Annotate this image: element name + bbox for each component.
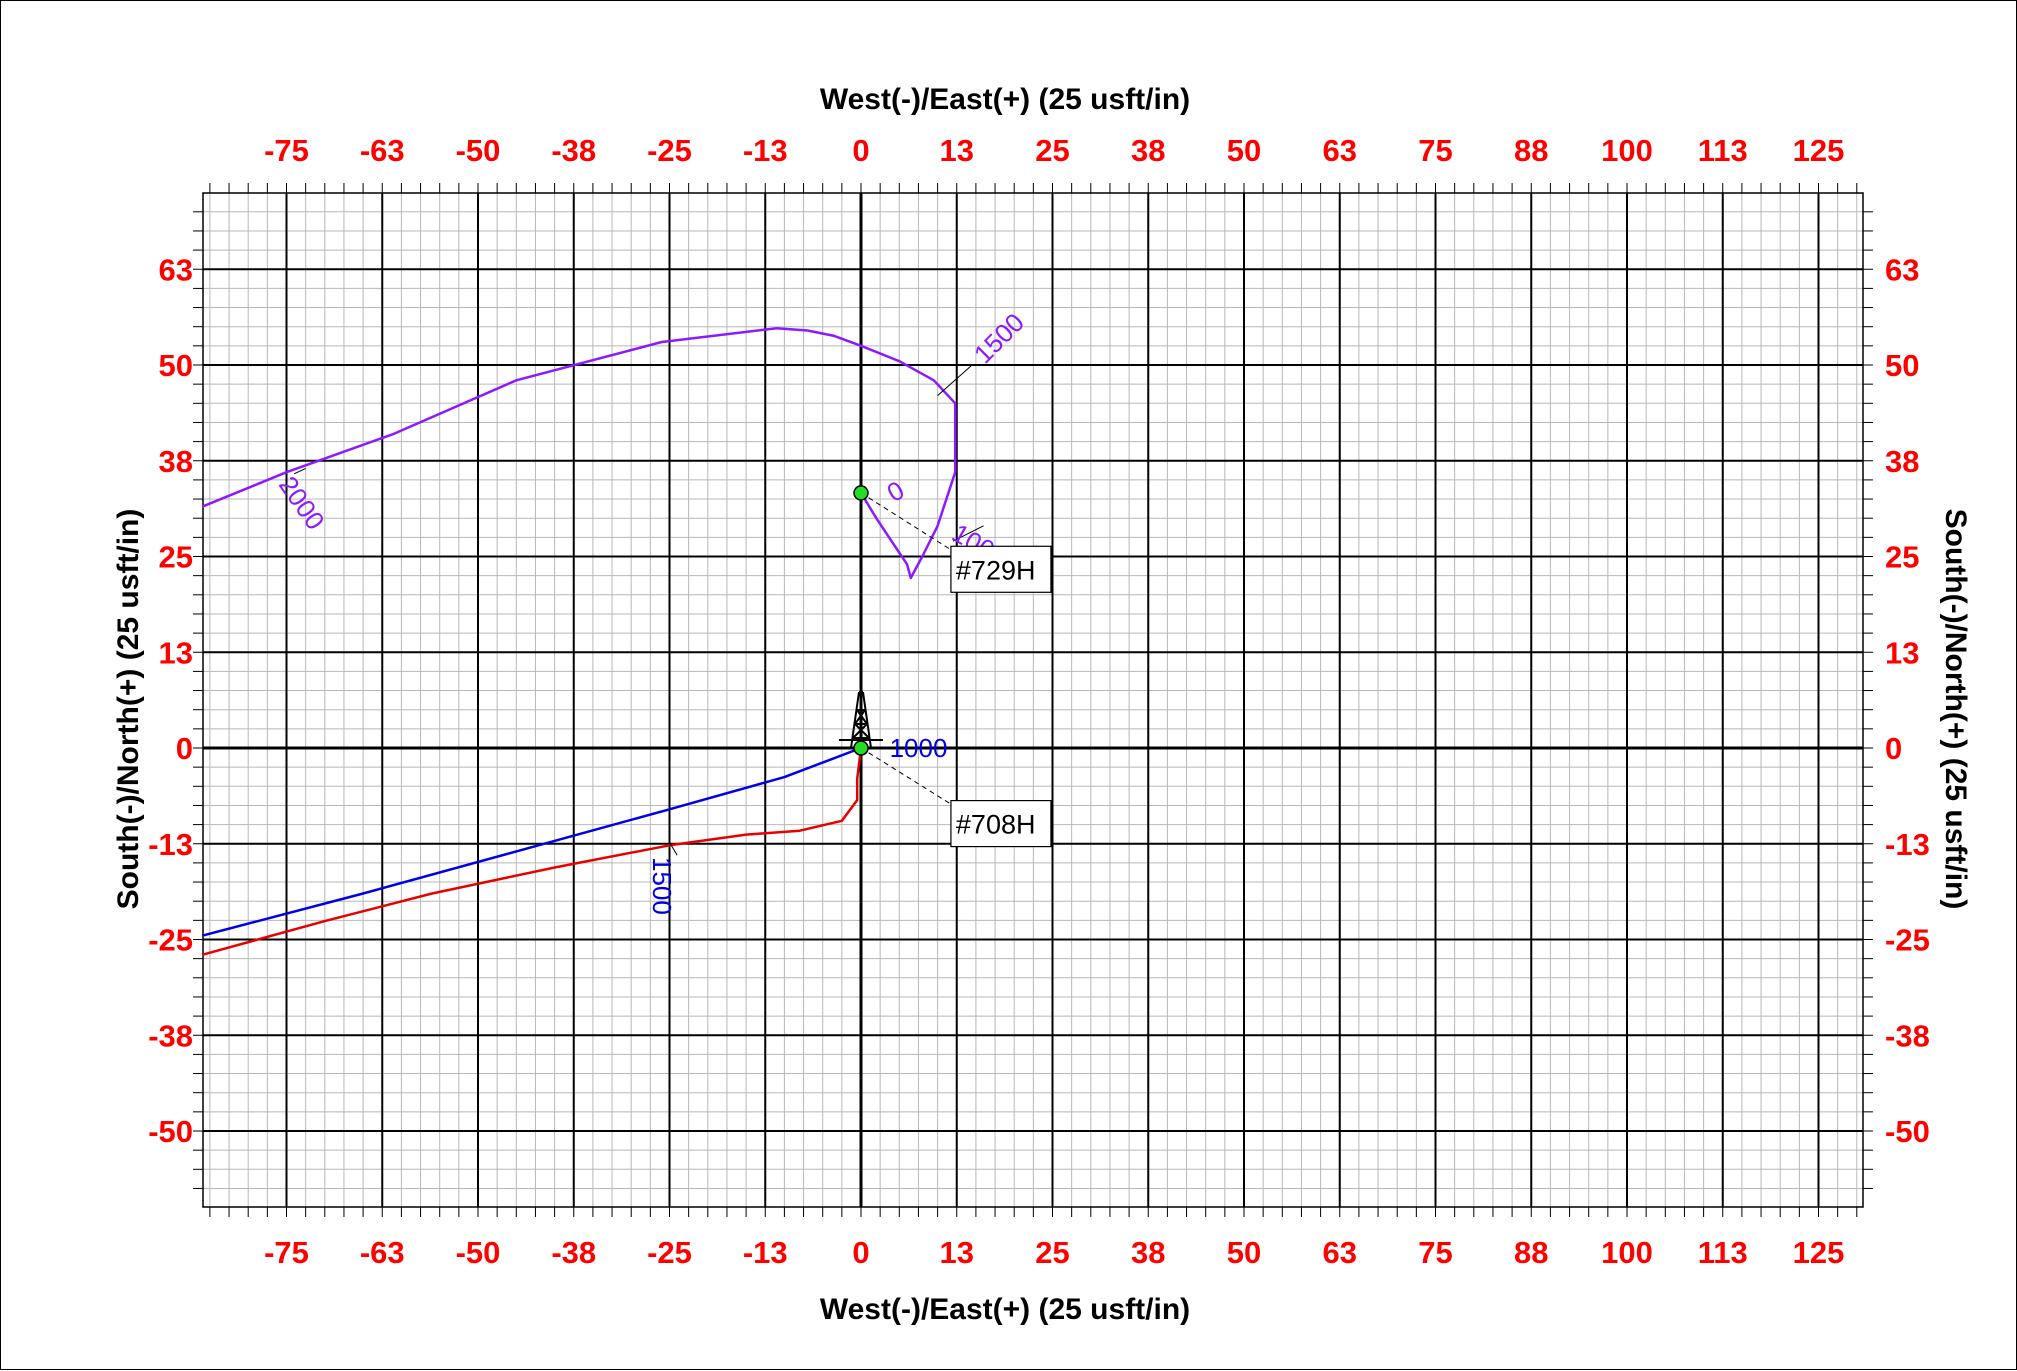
x-tick-label-bottom: 113 <box>1698 1235 1748 1270</box>
series-line-729h <box>201 326 957 580</box>
x-tick-label-bottom: 38 <box>1131 1235 1165 1270</box>
rig-icon-stroke <box>862 691 872 749</box>
well-tag-box <box>950 799 1052 848</box>
x-tick-label-top: -50 <box>456 133 501 168</box>
y-tick-label-left: -38 <box>148 1018 193 1053</box>
frame-ticks <box>193 183 1873 1217</box>
y-tick-label-left: -25 <box>148 923 193 958</box>
y-tick-label-right: 25 <box>1885 540 1919 575</box>
major-grid <box>203 193 1863 1207</box>
x-tick-label-top: 13 <box>940 133 974 168</box>
y-axis-title-left: South(-)/North(+) (25 usft/in) <box>112 509 145 910</box>
rig-icon-stroke <box>854 723 870 739</box>
md-leader-line <box>952 525 984 542</box>
x-tick-label-top: -13 <box>743 133 788 168</box>
md-leader-line <box>937 364 973 397</box>
x-axis-title-bottom: West(-)/East(+) (25 usft/in) <box>820 1293 1190 1326</box>
md-label: 1500 <box>647 857 677 915</box>
series-line-plan <box>201 747 863 957</box>
x-tick-label-bottom: -13 <box>743 1235 788 1270</box>
rig-icon-stroke <box>850 691 860 749</box>
zero-axes <box>203 193 1863 1207</box>
x-tick-label-bottom: 25 <box>1035 1235 1069 1270</box>
x-tick-label-top: 25 <box>1035 133 1069 168</box>
y-tick-label-left: 38 <box>159 444 193 479</box>
x-tick-label-bottom: -25 <box>647 1235 692 1270</box>
y-tick-label-left: 25 <box>159 540 193 575</box>
y-tick-label-left: 63 <box>159 252 193 287</box>
x-tick-label-bottom: 50 <box>1227 1235 1261 1270</box>
x-tick-label-bottom: 13 <box>940 1235 974 1270</box>
series-line-708h <box>201 746 862 937</box>
y-tick-label-right: 63 <box>1885 252 1919 287</box>
rig-icon-stroke <box>856 709 868 725</box>
rig-icon-stroke <box>852 723 868 739</box>
rig-icon <box>839 691 883 749</box>
well-start-marker <box>853 485 869 501</box>
x-tick-label-bottom: 100 <box>1601 1235 1653 1270</box>
x-tick-label-top: 0 <box>852 133 869 168</box>
x-tick-label-bottom: -63 <box>360 1235 405 1270</box>
well-tag-box <box>950 545 1052 593</box>
x-tick-label-top: 125 <box>1793 133 1845 168</box>
y-tick-label-left: 50 <box>159 348 193 383</box>
tag-leader-line <box>860 492 956 553</box>
y-tick-label-right: -50 <box>1885 1114 1930 1149</box>
x-tick-label-top: 88 <box>1514 133 1548 168</box>
y-tick-label-left: -13 <box>148 827 193 862</box>
y-tick-label-right: -25 <box>1885 923 1930 958</box>
x-tick-label-top: 63 <box>1323 133 1357 168</box>
well-start-marker <box>853 740 869 756</box>
tag-leader-line <box>860 747 956 808</box>
y-tick-label-left: 0 <box>176 731 193 766</box>
x-tick-label-top: 38 <box>1131 133 1165 168</box>
x-tick-label-bottom: -38 <box>551 1235 596 1270</box>
x-tick-label-bottom: 75 <box>1418 1235 1452 1270</box>
y-tick-label-right: -38 <box>1885 1018 1930 1053</box>
x-tick-label-top: 50 <box>1227 133 1261 168</box>
rig-icon-stroke <box>854 709 866 725</box>
x-tick-label-bottom: 0 <box>852 1235 869 1270</box>
x-tick-label-bottom: 125 <box>1793 1235 1845 1270</box>
tick-labels: -75 -75 -63 -63 -50 -50 -38 -38 -25 -25 -13 -13 0 0 13… <box>148 133 1930 1270</box>
x-tick-label-top: 75 <box>1418 133 1452 168</box>
y-tick-label-left: -50 <box>148 1114 193 1149</box>
y-axis-title-right: South(-)/North(+) (25 usft/in) <box>1939 509 1972 910</box>
y-tick-label-right: 13 <box>1885 635 1919 670</box>
y-tick-label-left: 13 <box>159 635 193 670</box>
minor-grid <box>203 193 1863 1207</box>
x-tick-label-top: 100 <box>1601 133 1653 168</box>
x-tick-label-top: -75 <box>264 133 309 168</box>
y-tick-label-right: 0 <box>1885 731 1902 766</box>
md-leader-line <box>669 841 678 856</box>
x-axis-title-top: West(-)/East(+) (25 usft/in) <box>820 83 1190 116</box>
md-label: 1500 <box>968 307 1030 369</box>
x-tick-label-bottom: -50 <box>456 1235 501 1270</box>
x-tick-label-top: -38 <box>551 133 596 168</box>
x-tick-label-bottom: 88 <box>1514 1235 1548 1270</box>
plot-border <box>202 192 1864 1208</box>
series-layer <box>201 326 957 957</box>
md-leader-line <box>293 467 306 475</box>
well-tag-label: #729H <box>956 555 1036 585</box>
md-label: 1000 <box>890 733 948 763</box>
x-tick-label-bottom: 63 <box>1323 1235 1357 1270</box>
x-tick-label-top: 113 <box>1698 133 1748 168</box>
well-tag-label: #708H <box>956 810 1036 840</box>
y-tick-label-right: -13 <box>1885 827 1930 862</box>
y-tick-label-right: 50 <box>1885 348 1919 383</box>
y-tick-label-right: 38 <box>1885 444 1919 479</box>
x-tick-label-bottom: -75 <box>264 1235 309 1270</box>
x-tick-label-top: -63 <box>360 133 405 168</box>
x-tick-label-top: -25 <box>647 133 692 168</box>
